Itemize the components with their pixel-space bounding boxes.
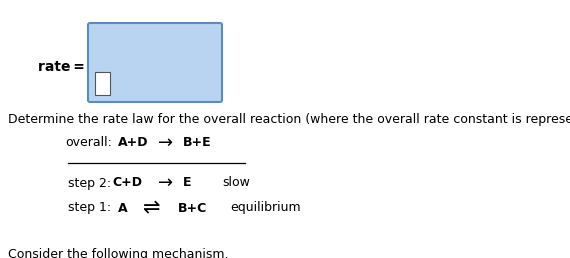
FancyBboxPatch shape — [95, 71, 109, 94]
Text: overall:: overall: — [65, 136, 112, 149]
FancyBboxPatch shape — [88, 23, 222, 102]
Text: step 2:: step 2: — [68, 176, 111, 189]
Text: rate =: rate = — [38, 60, 85, 74]
Text: B+C: B+C — [178, 201, 207, 214]
Text: slow: slow — [222, 176, 250, 189]
Text: E: E — [183, 176, 192, 189]
Text: A: A — [118, 201, 128, 214]
Text: →: → — [158, 134, 173, 152]
Text: C+D: C+D — [112, 176, 142, 189]
Text: equilibrium: equilibrium — [230, 201, 300, 214]
Text: Consider the following mechanism.: Consider the following mechanism. — [8, 248, 229, 258]
Text: ⇌: ⇌ — [143, 198, 161, 218]
Text: B+E: B+E — [183, 136, 211, 149]
Text: →: → — [158, 174, 173, 192]
Text: Determine the rate law for the overall reaction (where the overall rate constant: Determine the rate law for the overall r… — [8, 114, 570, 126]
Text: A+D: A+D — [118, 136, 149, 149]
Text: step 1:: step 1: — [68, 201, 111, 214]
